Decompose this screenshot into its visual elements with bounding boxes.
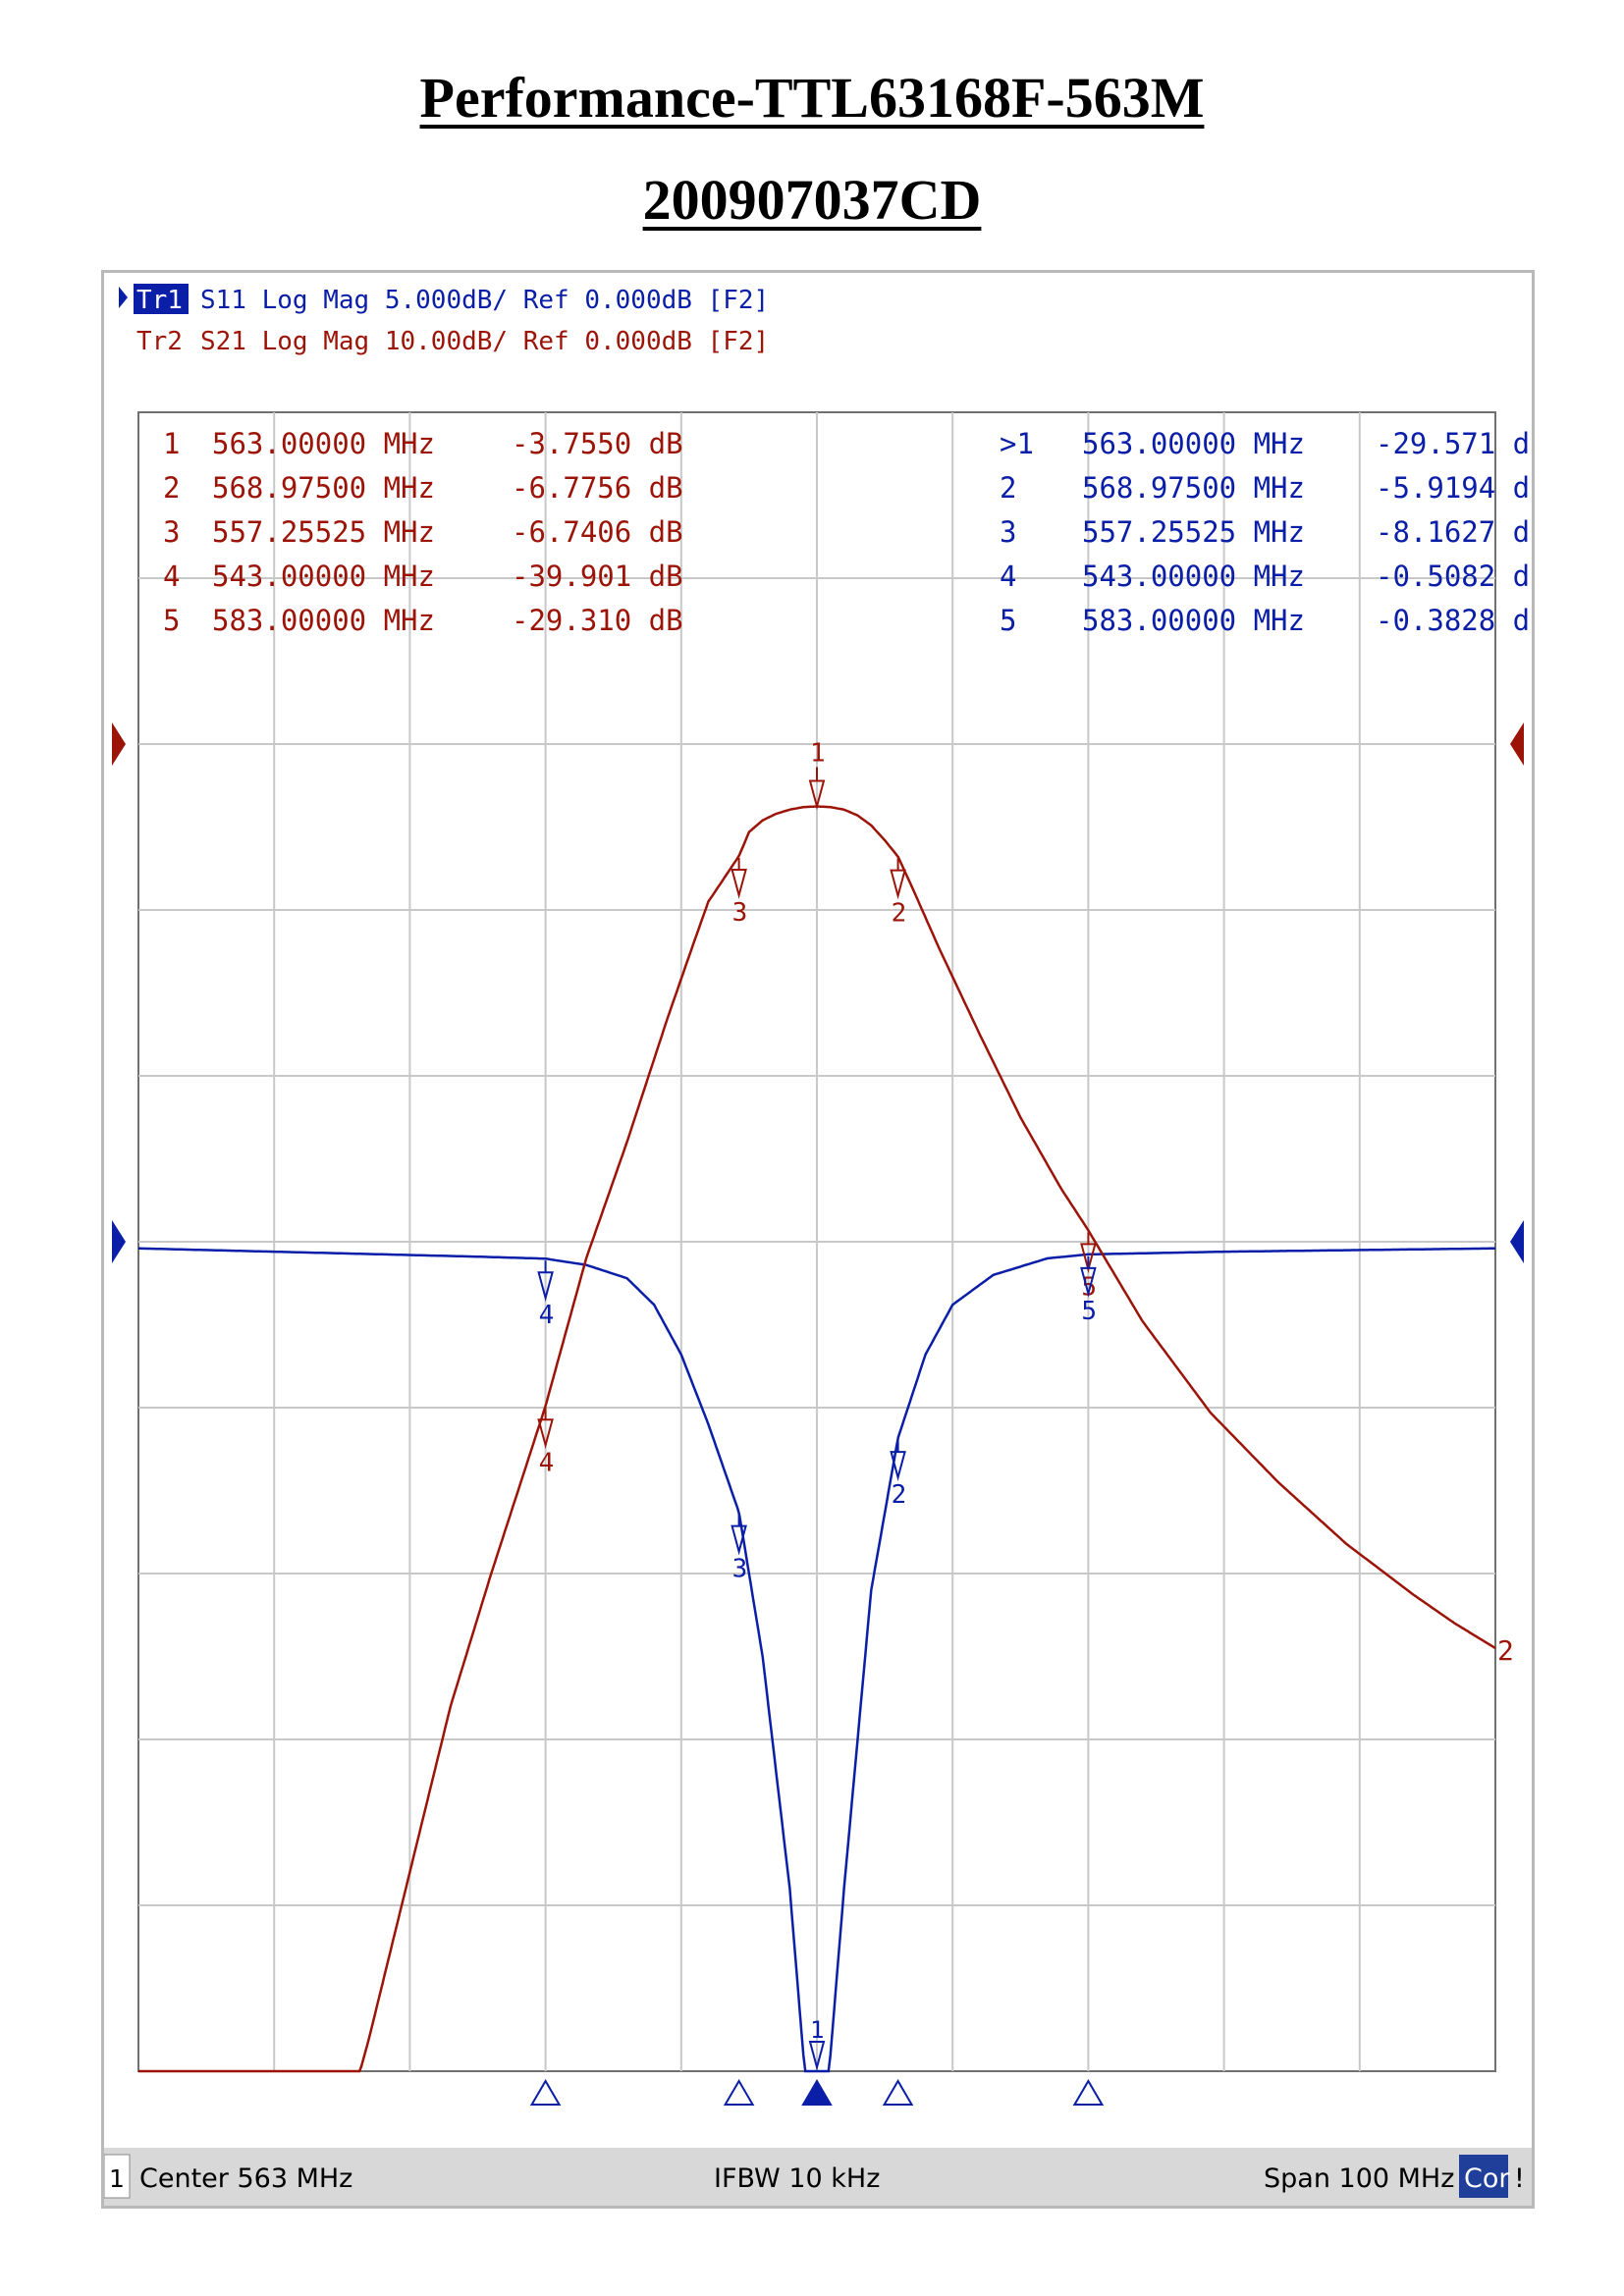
plot-grid [137, 411, 1496, 2072]
marker-s11-1-number: 1 [810, 2016, 824, 2044]
marker-s21-row-label: 5 [163, 604, 180, 637]
channel-number[interactable]: 1 [109, 2164, 125, 2193]
marker-s21-row-frequency: 563.00000 MHz [212, 427, 435, 460]
ref-arrow-left-s21-icon[interactable] [112, 722, 126, 766]
marker-s21-row-frequency: 583.00000 MHz [212, 604, 435, 637]
status-bar-bg [104, 2148, 1532, 2206]
marker-s11-row-frequency: 583.00000 MHz [1082, 604, 1305, 637]
cor-box [1459, 2155, 1508, 2198]
ref-arrow-right-s21-icon[interactable] [1510, 722, 1524, 766]
marker-s21-row-value: -29.310 dB [512, 604, 683, 637]
stimulus-marker-1-icon[interactable] [801, 2079, 833, 2106]
marker-s11-row-frequency: 563.00000 MHz [1082, 427, 1305, 460]
stimulus-marker-5-icon[interactable] [1072, 2079, 1105, 2106]
stimulus-marker-3-icon[interactable] [723, 2079, 755, 2106]
trace2-settings[interactable]: S21 Log Mag 10.00dB/ Ref 0.000dB [F2] [200, 327, 769, 356]
marker-s21-3-number: 3 [732, 898, 748, 928]
marker-s21-row-value: -6.7756 dB [512, 471, 683, 505]
page-title: Performance-TTL63168F-563M [419, 66, 1205, 130]
marker-s11-5-number: 5 [1081, 1297, 1097, 1326]
marker-s11-row-label: >1 [1000, 427, 1034, 460]
marker-s11-2-number: 2 [892, 1480, 907, 1510]
marker-s11-row-label: 4 [1000, 560, 1016, 593]
marker-s21-row-label: 3 [163, 515, 180, 549]
trace-header: Tr1 S11 Log Mag 5.000dB/ Ref 0.000dB [F2… [119, 284, 769, 356]
marker-s11-4-number: 4 [539, 1301, 555, 1330]
marker-s11-row-frequency: 557.25525 MHz [1082, 515, 1305, 549]
marker-s21-row-frequency: 568.97500 MHz [212, 471, 435, 505]
ref-arrow-right-s11-icon[interactable] [1510, 1220, 1524, 1263]
trace1-id[interactable]: Tr1 [136, 286, 183, 315]
analyzer-window: Tr1 S11 Log Mag 5.000dB/ Ref 0.000dB [F2… [101, 270, 1535, 2209]
marker-s11-row-value: -5.9194 dB [1376, 471, 1532, 505]
marker-s11-row-value: -0.3828 dB [1376, 604, 1532, 637]
marker-s21-row-frequency: 543.00000 MHz [212, 560, 435, 593]
marker-s11-row-label: 2 [1000, 471, 1016, 505]
marker-s11-1-icon[interactable] [808, 2041, 826, 2071]
stimulus-marker-2-icon[interactable] [882, 2079, 914, 2106]
marker-s11-row-value: -8.1627 dB [1376, 515, 1532, 549]
status-bar: 1 Center 563 MHz IFBW 10 kHz Span 100 MH… [104, 2148, 1532, 2206]
marker-s11-row-label: 3 [1000, 515, 1016, 549]
trace1-id-highlight [134, 284, 189, 314]
trace1-settings[interactable]: S11 Log Mag 5.000dB/ Ref 0.000dB [F2] [200, 286, 769, 315]
trace-s21-end-label: 2 [1497, 1634, 1514, 1667]
marker-table-s11: >1 563.00000 MHz -29.571 dB 2 568.97500 MHz -… [1000, 427, 1532, 637]
stimulus-marker-4-icon[interactable] [529, 2079, 562, 2106]
span-frequency[interactable]: Span 100 MHz [1264, 2163, 1454, 2194]
page-subtitle: 200907037CD [642, 168, 982, 232]
ref-arrow-left-s11-icon[interactable] [112, 1220, 126, 1263]
channel-box [104, 2154, 131, 2199]
marker-s21-row-label: 2 [163, 471, 180, 505]
marker-s21-row-label: 1 [163, 427, 180, 460]
marker-s21-2-icon[interactable] [890, 869, 906, 900]
alert-indicator[interactable]: ! [1514, 2163, 1525, 2194]
marker-s21-3-icon[interactable] [731, 869, 747, 899]
stimulus-markers [529, 2079, 1105, 2106]
marker-s11-row-frequency: 543.00000 MHz [1082, 560, 1305, 593]
marker-s11-row-value: -29.571 dB [1376, 427, 1532, 460]
trace2-id[interactable]: Tr2 [136, 327, 183, 356]
ifbw[interactable]: IFBW 10 kHz [714, 2163, 880, 2194]
reference-arrows [112, 722, 1524, 1263]
marker-s21-row-label: 4 [163, 560, 180, 593]
marker-s21-2-number: 2 [892, 899, 907, 929]
marker-s21-row-value: -3.7550 dB [512, 427, 683, 460]
marker-s11-4-icon[interactable] [537, 1271, 554, 1303]
marker-s21-4-number: 4 [539, 1448, 555, 1477]
active-trace-pointer-icon [119, 287, 128, 308]
marker-s11-row-frequency: 568.97500 MHz [1082, 471, 1305, 505]
marker-s21-row-value: -39.901 dB [512, 560, 683, 593]
center-frequency[interactable]: Center 563 MHz [139, 2163, 352, 2194]
marker-table-s21: 1 563.00000 MHz -3.7550 dB 2 568.97500 MHz -6… [163, 427, 683, 637]
trace-s11 [138, 1247, 1495, 2073]
network-analyzer-plot: Tr1 S11 Log Mag 5.000dB/ Ref 0.000dB [F2… [104, 284, 1532, 2206]
marker-s11-3-number: 3 [732, 1555, 748, 1584]
marker-s21-row-frequency: 557.25525 MHz [212, 515, 435, 549]
marker-s21-row-value: -6.7406 dB [512, 515, 683, 549]
marker-s11-row-value: -0.5082 dB [1376, 560, 1532, 593]
marker-s21-1-number: 1 [810, 738, 826, 768]
marker-s11-row-label: 5 [1000, 604, 1016, 637]
correction-status[interactable]: Cor [1464, 2163, 1510, 2194]
